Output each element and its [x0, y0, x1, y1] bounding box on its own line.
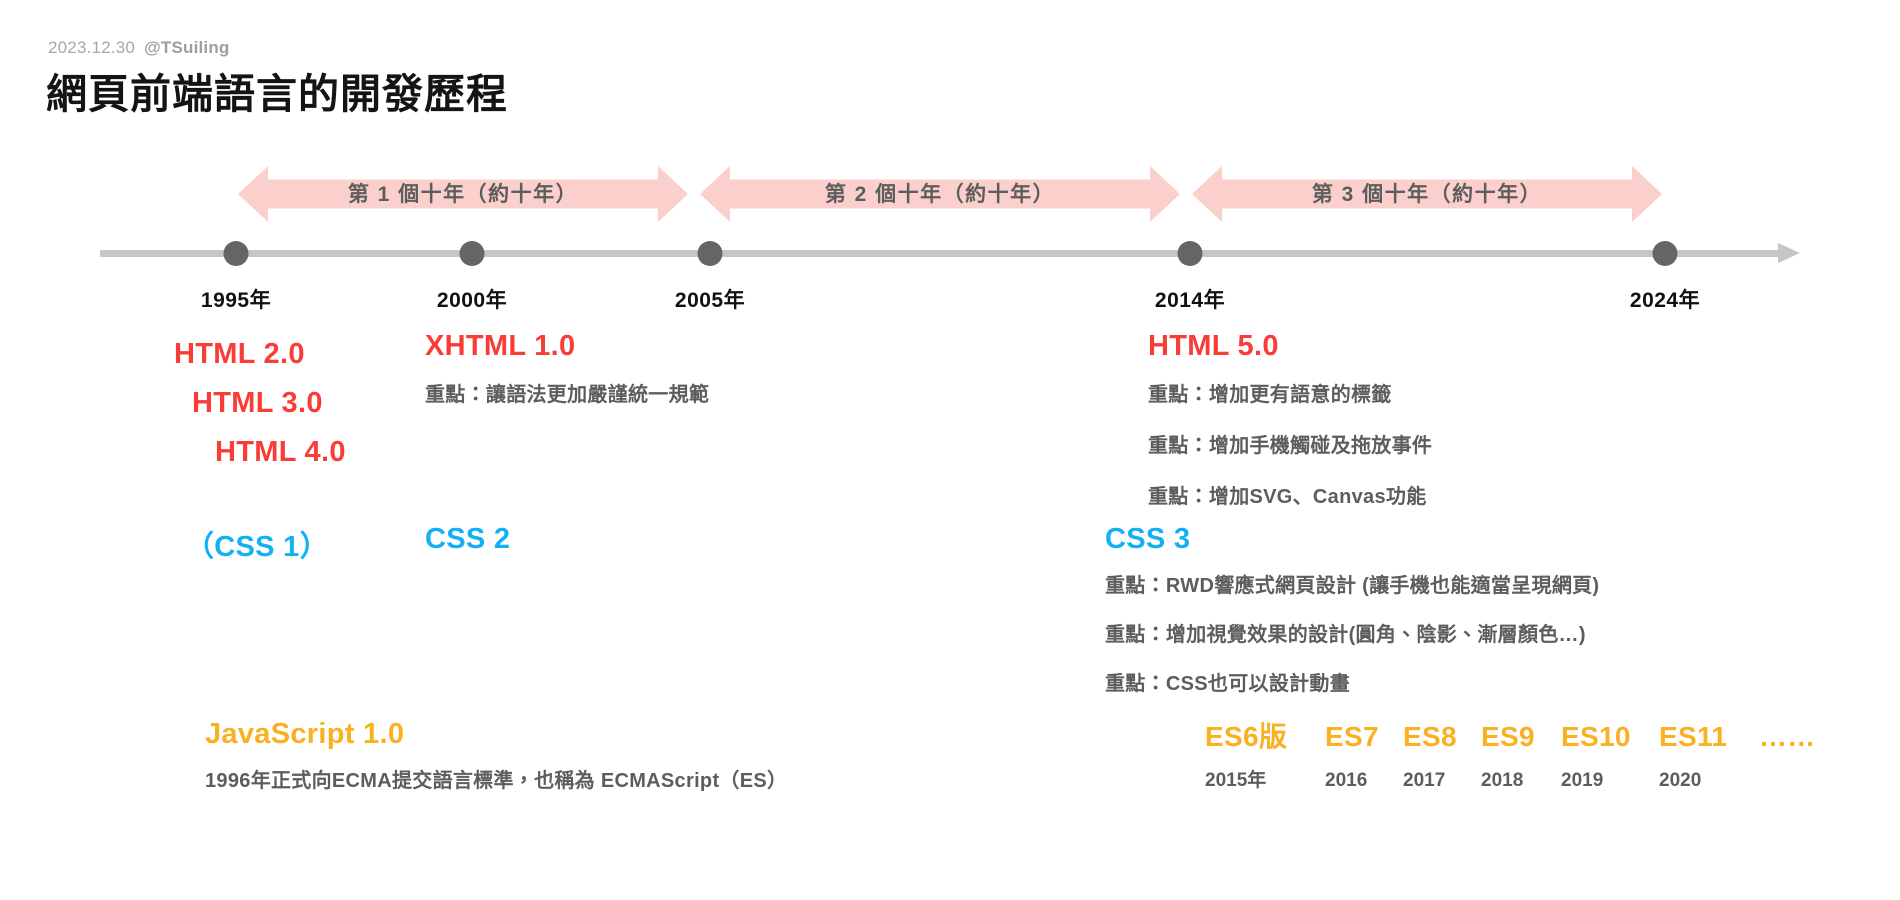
- html5-note-1: 重點：增加更有語意的標籤: [1148, 384, 1392, 406]
- axis-dot-2014: [1177, 241, 1203, 266]
- year-label-2024: 2024年: [1629, 289, 1701, 312]
- css2-title: CSS 2: [425, 523, 511, 555]
- es7-label: ES7: [1325, 721, 1379, 752]
- decade-arrow-1: 第 1 個十年（約十年）: [238, 166, 688, 222]
- ecmascript-year-row: 2015年 2016 2017 2018 2019 2020: [1205, 765, 1816, 792]
- html5-note-3: 重點：增加SVG、Canvas功能: [1148, 486, 1427, 508]
- author-handle: @TSuiling: [144, 38, 230, 57]
- es6-label: ES6版: [1205, 721, 1288, 752]
- css1-block: （CSS 1）: [185, 523, 329, 565]
- year-label-2000: 2000年: [436, 289, 508, 312]
- html-3-0-label: HTML 3.0: [192, 387, 323, 419]
- ecmascript-version-row: ES6版 ES7 ES8 ES9 ES10 ES11 ……: [1205, 715, 1816, 755]
- publish-date: 2023.12.30: [48, 38, 136, 57]
- es8-year: 2017: [1403, 770, 1446, 791]
- decade-band: 第 1 個十年（約十年） 第 2 個十年（約十年） 第 3 個十年（約十年）: [0, 166, 1900, 222]
- javascript-block: JavaScript 1.0 1996年正式向ECMA提交語言標準，也稱為 EC…: [205, 718, 787, 800]
- css3-note-2: 重點：增加視覺效果的設計(圓角、陰影、漸層顏色…): [1105, 624, 1586, 646]
- byline: 2023.12.30 @TSuiling: [48, 38, 230, 58]
- es6-year: 2015年: [1205, 770, 1267, 791]
- xhtml-note-1: 重點：讓語法更加嚴謹統一規範: [425, 384, 710, 406]
- year-label-2014: 2014年: [1154, 289, 1226, 312]
- decade-label-2: 第 2 個十年（約十年）: [824, 183, 1056, 206]
- xhtml-title: XHTML 1.0: [425, 330, 576, 362]
- axis-dot-2024: [1652, 241, 1678, 266]
- decade-arrow-3: 第 3 個十年（約十年）: [1192, 166, 1662, 222]
- axis-dot-2000: [459, 241, 485, 266]
- year-label-2005: 2005年: [674, 289, 746, 312]
- es8-label: ES8: [1403, 721, 1457, 752]
- html5-note-2: 重點：增加手機觸碰及拖放事件: [1148, 435, 1433, 457]
- ecmascript-block: ES6版 ES7 ES8 ES9 ES10 ES11 …… 2015年 2016…: [1205, 715, 1816, 792]
- html-4-0-label: HTML 4.0: [215, 436, 346, 468]
- html-early-versions-block: HTML 2.0 HTML 3.0 HTML 4.0: [170, 330, 346, 477]
- timeline-axis: 1995年 2000年 2005年 2014年 2024年: [0, 236, 1900, 312]
- year-label-1995: 1995年: [200, 289, 272, 312]
- javascript-note-1: 1996年正式向ECMA提交語言標準，也稱為 ECMAScript（ES）: [205, 770, 788, 792]
- decade-arrow-2: 第 2 個十年（約十年）: [700, 166, 1180, 222]
- es10-year: 2019: [1561, 770, 1604, 791]
- html5-block: HTML 5.0 重點：增加更有語意的標籤 重點：增加手機觸碰及拖放事件 重點：…: [1148, 330, 1432, 516]
- css2-block: CSS 2: [425, 523, 510, 556]
- axis-line: [100, 250, 1780, 257]
- css3-note-1: 重點：RWD響應式網頁設計 (讓手機也能適當呈現網頁): [1105, 575, 1600, 597]
- xhtml-block: XHTML 1.0 重點：讓語法更加嚴謹統一規範: [425, 330, 709, 414]
- axis-dot-2005: [697, 241, 723, 266]
- es11-label: ES11: [1659, 721, 1728, 752]
- es9-year: 2018: [1481, 770, 1524, 791]
- decade-label-3: 第 3 個十年（約十年）: [1311, 183, 1543, 206]
- css1-title: （CSS 1）: [185, 531, 329, 563]
- es7-year: 2016: [1325, 770, 1368, 791]
- css3-title: CSS 3: [1105, 523, 1191, 555]
- html5-title: HTML 5.0: [1148, 330, 1279, 362]
- es-ellipsis-label: ……: [1759, 721, 1816, 752]
- javascript-title: JavaScript 1.0: [205, 718, 405, 750]
- html-2-0-label: HTML 2.0: [174, 338, 305, 370]
- decade-label-1: 第 1 個十年（約十年）: [347, 183, 579, 206]
- es10-label: ES10: [1561, 721, 1631, 752]
- es9-label: ES9: [1481, 721, 1535, 752]
- page-title: 網頁前端語言的開發歷程: [46, 71, 508, 117]
- axis-arrow-icon: [1778, 243, 1800, 263]
- es11-year: 2020: [1659, 770, 1702, 791]
- axis-dot-1995: [223, 241, 249, 266]
- css3-note-3: 重點：CSS也可以設計動畫: [1105, 673, 1351, 695]
- css3-block: CSS 3 重點：RWD響應式網頁設計 (讓手機也能適當呈現網頁) 重點：增加視…: [1105, 523, 1599, 703]
